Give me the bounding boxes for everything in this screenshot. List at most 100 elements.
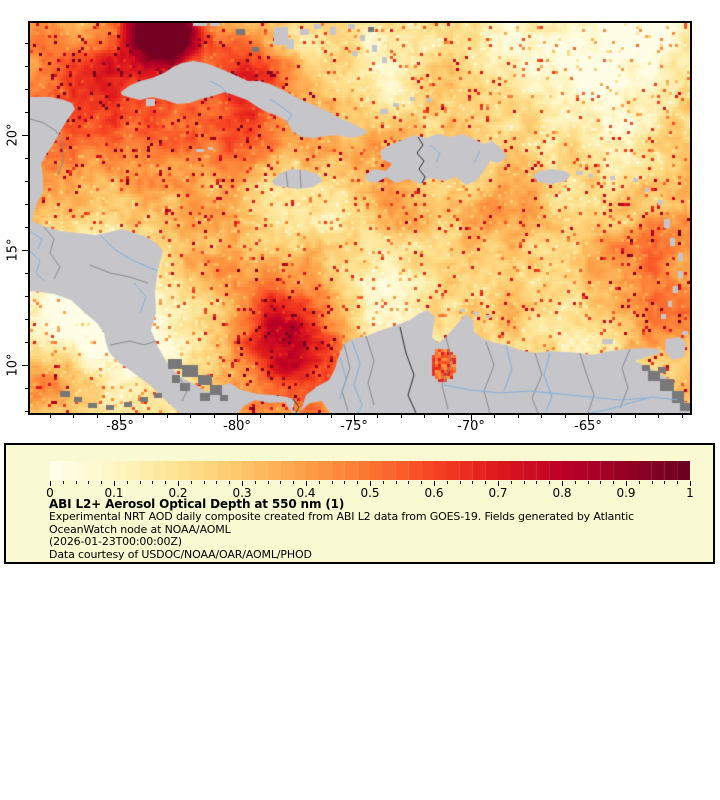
axis-tick xyxy=(25,158,28,159)
axis-tick xyxy=(25,112,28,113)
colorbar-tick xyxy=(613,481,614,484)
colorbar-tick-label: 0.6 xyxy=(424,486,444,500)
colorbar-tick xyxy=(588,481,589,484)
colorbar-tick xyxy=(511,481,512,484)
axis-tick xyxy=(260,415,261,418)
legend-timestamp: (2026-01-23T00:00:00Z) xyxy=(49,535,182,549)
axis-tick xyxy=(401,415,402,418)
axis-tick xyxy=(97,415,98,418)
colorbar-tick xyxy=(357,481,358,484)
axis-tick xyxy=(25,66,28,67)
legend-description-line1: Experimental NRT AOD daily composite cre… xyxy=(49,510,635,523)
colorbar-tick-label: 0.5 xyxy=(360,486,380,500)
axis-tick xyxy=(143,415,144,418)
colorbar-tick xyxy=(562,481,563,486)
axis-tick xyxy=(635,415,636,418)
axis-tick xyxy=(307,415,308,418)
axis-tick xyxy=(682,415,683,418)
axis-tick xyxy=(50,415,51,418)
axis-tick xyxy=(25,43,28,44)
colorbar-tick-label: 0.1 xyxy=(104,486,124,500)
colorbar-tick xyxy=(575,481,576,484)
y-axis-label: 15° xyxy=(5,238,21,262)
colorbar-tick xyxy=(280,481,281,484)
x-axis-label: -85° xyxy=(106,419,134,434)
axis-tick xyxy=(22,365,28,366)
colorbar-tick xyxy=(268,481,269,484)
axis-tick xyxy=(25,273,28,274)
axis-tick xyxy=(354,415,355,421)
axis-tick xyxy=(377,415,378,418)
colorbar-tick-label: 0.7 xyxy=(488,486,508,500)
axis-tick xyxy=(25,204,28,205)
colorbar-tick-label: 0.8 xyxy=(552,486,572,500)
colorbar-tick xyxy=(472,481,473,484)
legend-title: ABI L2+ Aerosol Optical Depth at 550 nm … xyxy=(49,497,345,511)
axis-tick xyxy=(73,415,74,418)
axis-tick xyxy=(518,415,519,418)
axis-tick xyxy=(331,415,332,418)
colorbar-tick xyxy=(408,481,409,484)
colorbar-tick xyxy=(600,481,601,484)
colorbar-tick xyxy=(370,481,371,486)
colorbar-tick xyxy=(229,481,230,484)
x-axis-label: -80° xyxy=(223,419,251,434)
axis-tick xyxy=(424,415,425,418)
colorbar-tick xyxy=(101,481,102,484)
colorbar-tick xyxy=(127,481,128,484)
legend-courtesy: Data courtesy of USDOC/NOAA/OAR/AOML/PHO… xyxy=(49,547,312,561)
axis-tick xyxy=(588,415,589,421)
colorbar-tick xyxy=(76,481,77,484)
x-axis-label: -65° xyxy=(574,419,602,434)
axis-tick xyxy=(25,181,28,182)
colorbar-tick xyxy=(485,481,486,484)
axis-tick xyxy=(25,89,28,90)
axis-tick xyxy=(611,415,612,418)
legend-panel: 0 0.1 0.2 0.3 0.4 0.5 0.6 0.7 0.8 0.9 1 ABI L2+ Ae… xyxy=(4,443,715,564)
colorbar-tick xyxy=(191,481,192,484)
axis-tick xyxy=(448,415,449,418)
axis-tick xyxy=(190,415,191,418)
colorbar-tick xyxy=(383,481,384,484)
axis-tick xyxy=(120,415,121,421)
colorbar-tick xyxy=(306,481,307,486)
colorbar-tick xyxy=(140,481,141,484)
axis-tick xyxy=(25,319,28,320)
axis-tick xyxy=(25,296,28,297)
axis-tick xyxy=(25,411,28,412)
axis-tick xyxy=(22,250,28,251)
y-axis-label: 20° xyxy=(5,123,21,147)
axis-tick xyxy=(471,415,472,421)
axis-tick xyxy=(565,415,566,418)
axis-tick xyxy=(658,415,659,418)
colorbar-tick-label: 0.4 xyxy=(296,486,316,500)
colorbar-tick xyxy=(152,481,153,484)
colorbar xyxy=(50,461,690,480)
colorbar-tick xyxy=(114,481,115,486)
colorbar-tick xyxy=(50,481,51,486)
colorbar-tick xyxy=(242,481,243,486)
colorbar-tick xyxy=(524,481,525,484)
y-axis-label: 10° xyxy=(5,353,21,377)
axis-tick xyxy=(494,415,495,418)
colorbar-tick xyxy=(549,481,550,484)
colorbar-tick xyxy=(165,481,166,484)
axis-tick xyxy=(541,415,542,418)
colorbar-tick xyxy=(434,481,435,486)
colorbar-tick xyxy=(664,481,665,484)
x-axis-label: -70° xyxy=(457,419,485,434)
axis-tick xyxy=(22,135,28,136)
axis-tick xyxy=(214,415,215,418)
colorbar-tick xyxy=(178,481,179,486)
colorbar-tick-label: 0 xyxy=(46,486,54,500)
axis-tick xyxy=(25,342,28,343)
legend-description-line2: OceanWatch node at NOAA/AOML xyxy=(49,522,231,536)
axis-tick xyxy=(25,388,28,389)
colorbar-tick xyxy=(626,481,627,486)
axis-tick xyxy=(167,415,168,418)
axis-tick xyxy=(237,415,238,421)
colorbar-tick xyxy=(204,481,205,484)
colorbar-tick xyxy=(396,481,397,484)
colorbar-tick xyxy=(293,481,294,484)
